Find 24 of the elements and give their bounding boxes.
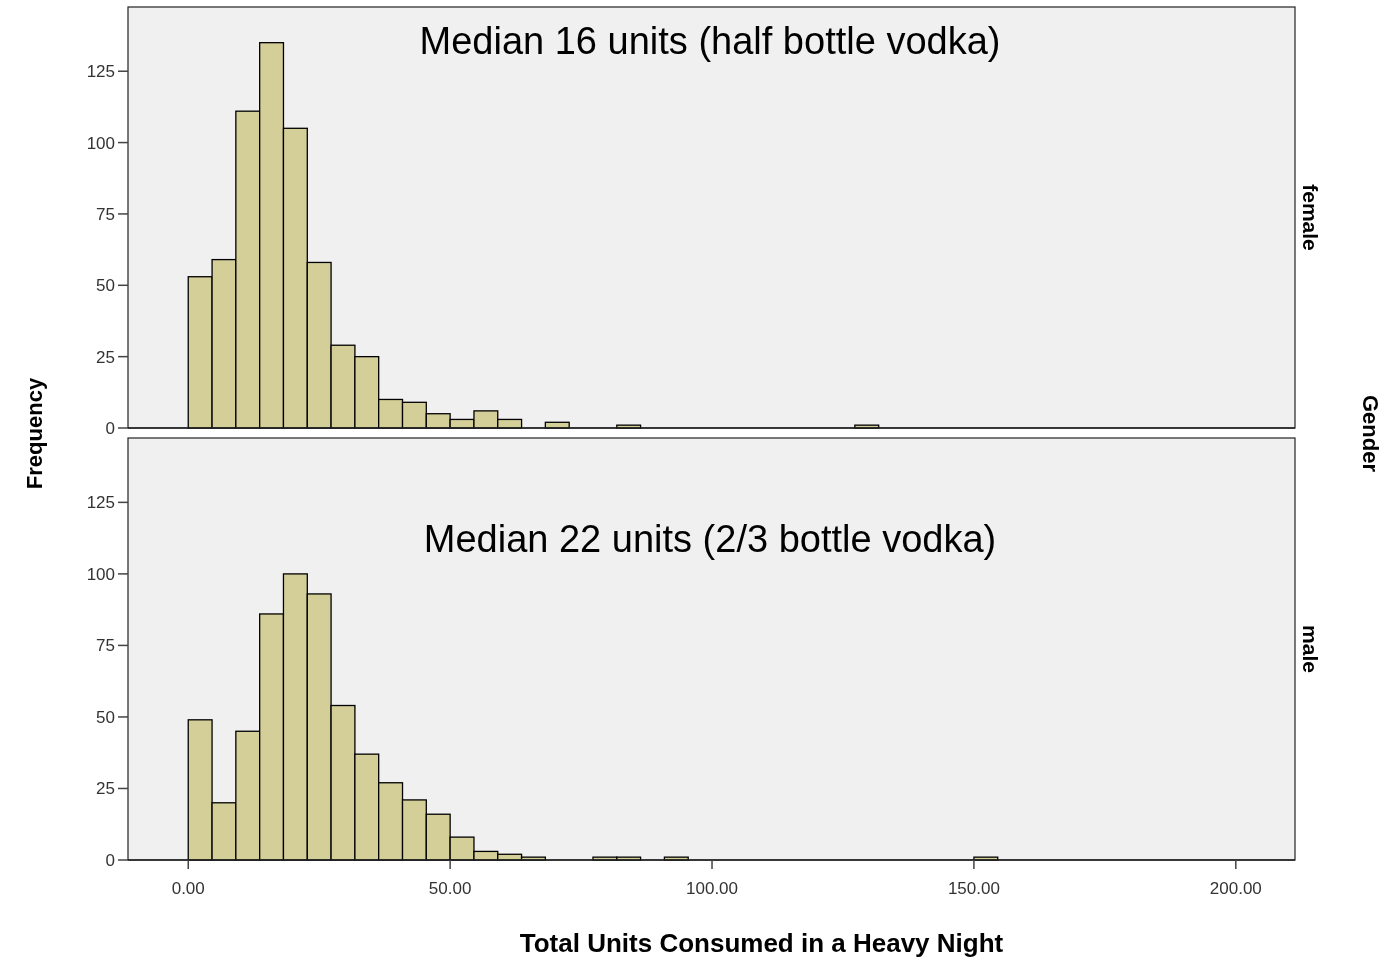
text: female xyxy=(1299,184,1322,251)
y-tick-label: 50 xyxy=(96,276,115,296)
y-tick-label: 0 xyxy=(105,850,115,870)
x-tick-label: 200.00 xyxy=(1209,879,1262,898)
x-tick-label: 100.00 xyxy=(686,879,739,898)
annotation: Median 16 units (half bottle vodka) xyxy=(419,20,1001,62)
y2-axis-title: Gender xyxy=(1358,394,1383,473)
x-tick-label: 50.00 xyxy=(428,879,472,898)
annotation: Median 22 units (2/3 bottle vodka) xyxy=(423,518,997,560)
y-tick-label: 125 xyxy=(86,62,115,82)
y-tick-label: 100 xyxy=(86,564,115,584)
y-tick-label: 25 xyxy=(96,347,115,367)
y-tick-label: 125 xyxy=(86,493,115,513)
x-tick-label: 150.00 xyxy=(947,879,1000,898)
y-tick-label: 75 xyxy=(96,636,115,656)
y-tick-label: 0 xyxy=(105,418,115,438)
x-axis-title: Total Units Consumed in a Heavy Night xyxy=(519,928,1004,958)
x-tick-label: 0.00 xyxy=(171,879,205,898)
y-tick-label: 75 xyxy=(96,204,115,224)
y-axis-title: Frequency xyxy=(22,377,47,490)
y-tick-label: 50 xyxy=(96,707,115,727)
y-tick-label: 100 xyxy=(86,133,115,153)
y-tick-label: 25 xyxy=(96,779,115,799)
text: male xyxy=(1299,625,1322,673)
